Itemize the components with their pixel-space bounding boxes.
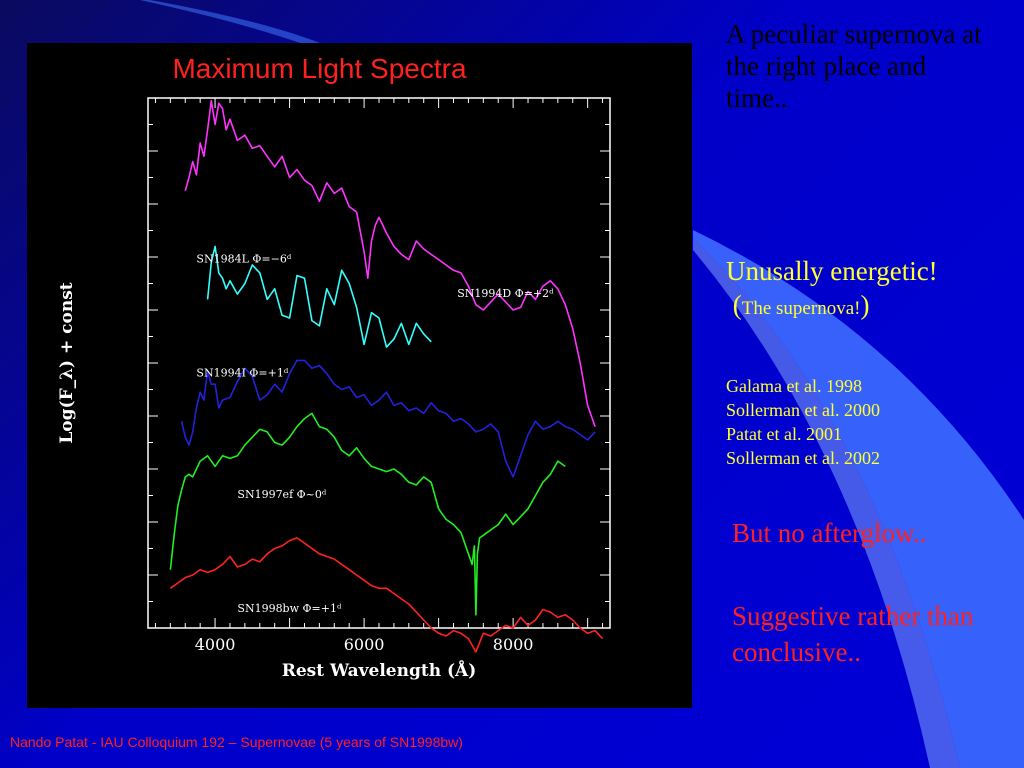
references-list: Galama et al. 1998 Sollerman et al. 2000… [726,374,880,470]
series-annotation: SN1984L Φ=−6ᵈ [196,252,291,265]
chart-title: Maximum Light Spectra [172,53,467,84]
spectrum-line [184,99,596,427]
spectra-chart: 4000 6000 8000 Rest Wavelength (Å) Log(F_λ) … [57,97,611,681]
conclusion-text: Suggestive rather than conclusive.. [732,601,974,667]
x-tick-label: 4000 [195,635,236,654]
spectrum-line [180,359,596,478]
series-annotation: SN1994D Φ=+2ᵈ [457,287,554,300]
spectrum-line [206,245,432,348]
energetic-subnote: (The supernova!) [726,288,938,326]
spectrum-line [169,537,604,653]
series-annotation: SN1994I Φ=+1ᵈ [196,366,288,379]
reference-item: Galama et al. 1998 [726,376,862,396]
chart-panel: Maximum Light Spectra 4000 6000 8000 Rest W… [27,43,692,708]
x-tick-label: 6000 [344,635,385,654]
reference-item: Sollerman et al. 2000 [726,400,880,420]
reference-item: Sollerman et al. 2002 [726,448,880,468]
series-annotation: SN1997ef Φ~0ᵈ [237,488,326,501]
afterglow-text: But no afterglow.. [732,518,927,548]
intro-text: A peculiar supernova at the right place … [726,19,982,113]
slide-footer: Nando Patat - IAU Colloquium 192 – Super… [10,734,463,750]
paren-close: ) [860,290,870,320]
spectrum-line [169,412,566,616]
paren-open: ( [732,290,742,320]
plot-frame [147,97,611,629]
energetic-main: Unusally energetic! [726,256,938,286]
energetic-heading: Unusally energetic! (The supernova!) [726,254,938,326]
energetic-paren-text: The supernova! [741,298,861,319]
reference-item: Patat et al. 2001 [726,424,842,444]
x-axis-label: Rest Wavelength (Å) [282,659,477,681]
x-tick-label: 8000 [493,635,534,654]
y-axis-label: Log(F_λ) + const [57,282,77,443]
series-annotation: SN1998bw Φ=+1ᵈ [237,602,342,615]
